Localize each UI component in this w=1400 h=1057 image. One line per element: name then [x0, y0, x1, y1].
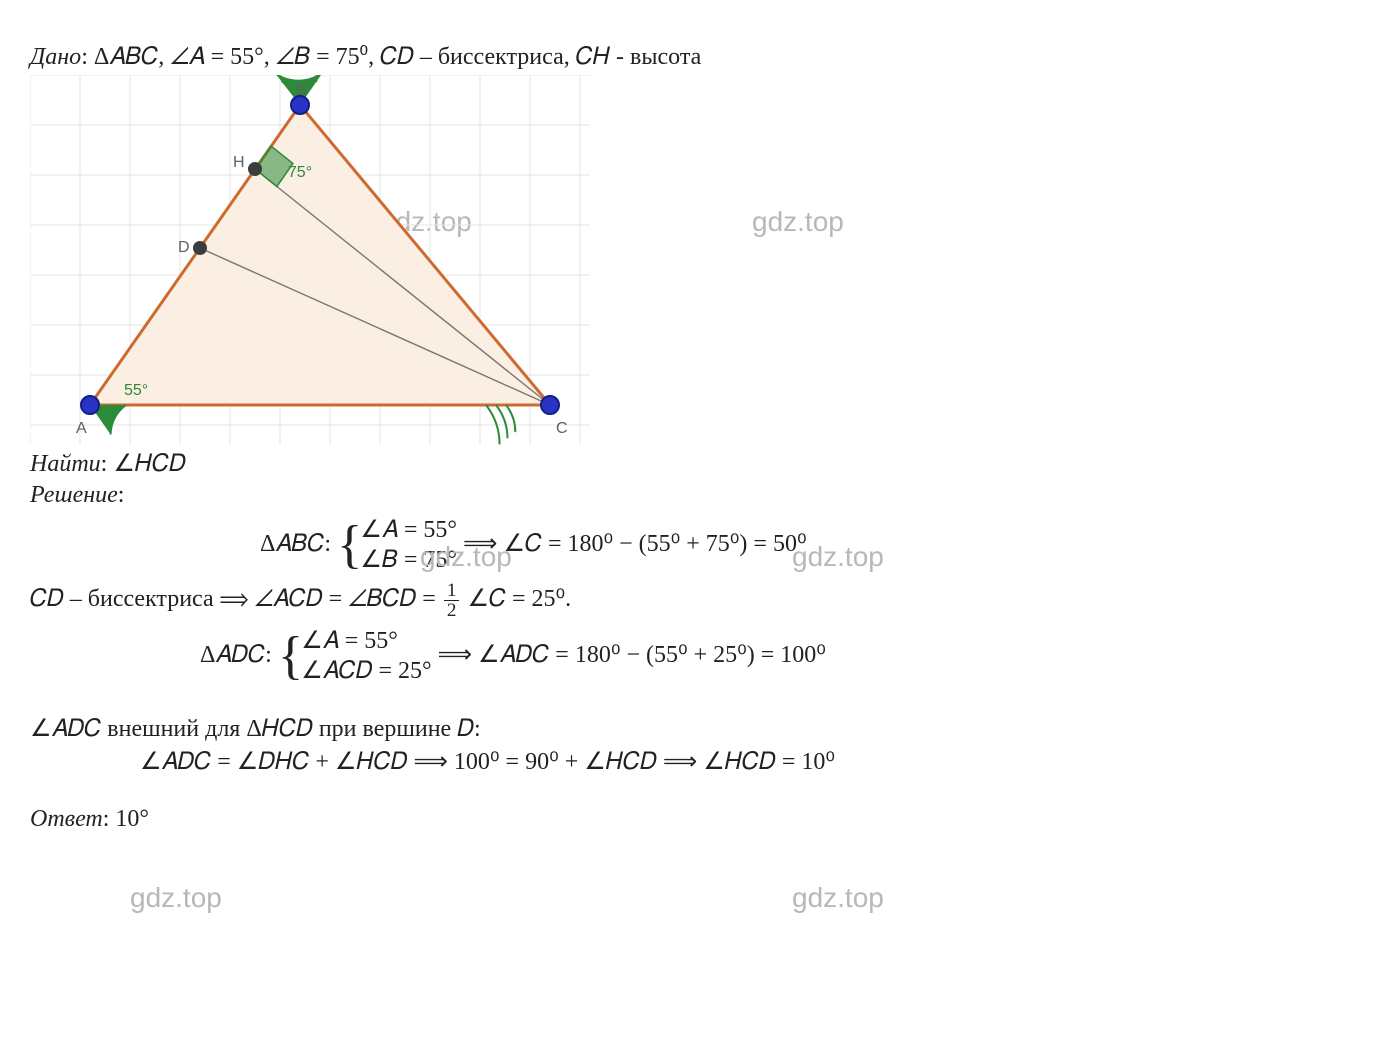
find-text: ∠𝐻𝐶𝐷 — [113, 451, 186, 477]
given-label: Дано — [30, 44, 81, 70]
triangle-diagram: 55° 75° A B C D H — [30, 75, 590, 445]
svg-text:C: C — [556, 420, 568, 437]
answer-value: 10° — [115, 806, 149, 832]
eq-adc: Δ𝐴𝐷𝐶: { ∠𝐴 = 55° ∠𝐴𝐶𝐷 = 25° ⟹ ∠𝐴𝐷𝐶 = 180… — [200, 626, 1370, 686]
watermark: gdz.top — [752, 206, 844, 238]
solution-label: Решение: — [30, 482, 1370, 509]
svg-text:B: B — [296, 82, 307, 99]
watermark: gdz.top — [130, 882, 222, 914]
svg-text:55°: 55° — [124, 382, 148, 399]
eq-abc: Δ𝐴𝐵𝐶: { ∠𝐴 = 55° ∠𝐵 = 75° ⟹ ∠𝐶 = 180⁰ − … — [260, 515, 1370, 575]
given-line: Дано: Δ𝐴𝐵𝐶, ∠𝐴 = 55°, ∠𝐵 = 75⁰, 𝐶𝐷 – бис… — [30, 44, 1370, 71]
eq-cd: 𝐶𝐷 – биссектриса ⟹ ∠𝐴𝐶𝐷 = ∠𝐵𝐶𝐷 = 1 2 ∠𝐶 … — [30, 581, 1370, 620]
find-label: Найти — [30, 451, 101, 477]
watermark: gdz.top — [792, 882, 884, 914]
svg-text:D: D — [178, 239, 190, 256]
find-line: Найти: ∠𝐻𝐶𝐷 — [30, 449, 1370, 478]
given-text: Δ𝐴𝐵𝐶, ∠𝐴 = 55°, ∠𝐵 = 75⁰, 𝐶𝐷 – биссектри… — [94, 44, 701, 70]
answer-label: Ответ — [30, 806, 103, 832]
eq-ext: ∠𝐴𝐷𝐶 внешний для Δ𝐻𝐶𝐷 при вершине 𝐷: — [30, 714, 1370, 743]
svg-text:H: H — [233, 154, 245, 171]
svg-text:A: A — [76, 420, 87, 437]
svg-text:75°: 75° — [288, 164, 312, 181]
answer-line: Ответ: 10° — [30, 806, 1370, 833]
eq-final: ∠𝐴𝐷𝐶 = ∠𝐷𝐻𝐶 + ∠𝐻𝐶𝐷 ⟹ 100⁰ = 90⁰ + ∠𝐻𝐶𝐷 ⟹… — [140, 747, 1370, 776]
page-root: gdz.top gdz.top gdz.top gdz.top gdz.top … — [30, 44, 1370, 833]
